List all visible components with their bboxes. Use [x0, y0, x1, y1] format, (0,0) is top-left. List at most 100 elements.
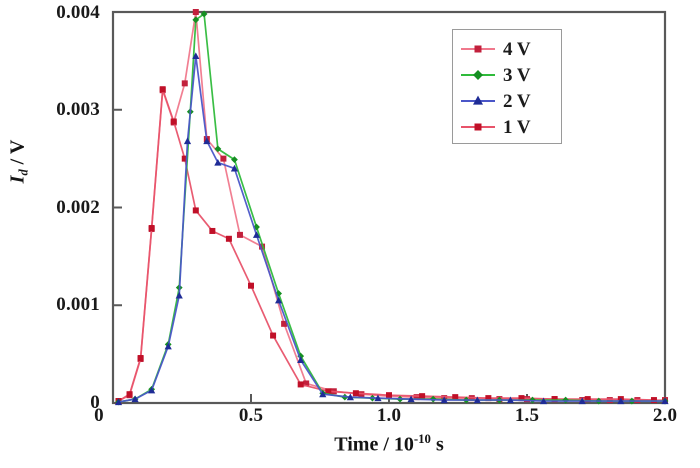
data-point-marker	[148, 225, 155, 232]
data-point-marker	[192, 207, 199, 214]
legend-marker-2v	[461, 94, 495, 108]
xtick-label-4: 2.0	[652, 405, 678, 426]
data-point-marker	[440, 396, 448, 404]
data-point-marker	[248, 282, 254, 289]
data-point-marker	[346, 393, 354, 401]
data-point-marker	[374, 394, 382, 402]
data-point-marker	[270, 332, 277, 339]
series-4v	[115, 9, 668, 405]
legend-item-4v[interactable]: 4 V	[453, 36, 561, 62]
data-point-marker	[170, 118, 177, 125]
legend-label-1v: 1 V	[503, 116, 531, 138]
data-point-marker	[252, 231, 261, 238]
legend-point-marker	[474, 45, 482, 53]
y-axis-title-subscript: d	[16, 169, 31, 176]
data-point-marker	[325, 388, 332, 395]
data-point-marker	[539, 397, 548, 405]
data-point-marker	[203, 137, 211, 145]
data-point-marker	[192, 9, 199, 15]
data-point-marker	[578, 397, 586, 405]
data-point-marker	[137, 355, 144, 362]
data-point-marker	[419, 393, 426, 400]
data-point-marker	[181, 80, 188, 87]
legend-label-2v: 2 V	[503, 90, 531, 112]
legend-item-2v[interactable]: 2 V	[453, 88, 561, 114]
data-point-marker	[473, 396, 481, 404]
data-point-marker	[209, 227, 216, 234]
data-point-marker	[275, 296, 283, 304]
data-point-marker	[159, 86, 166, 93]
series-2v	[114, 52, 669, 406]
data-point-marker	[192, 16, 200, 24]
data-point-marker	[413, 394, 420, 401]
data-point-marker	[126, 391, 133, 398]
data-point-marker	[452, 394, 459, 401]
data-point-marker	[352, 390, 359, 397]
x-axis-title-exponent: -10	[413, 432, 431, 446]
data-point-marker	[551, 396, 558, 403]
data-point-marker	[386, 392, 392, 399]
x-axis-title-base: Time / 10	[334, 433, 414, 456]
data-point-marker	[485, 395, 492, 402]
y-axis-title-symbol: I	[6, 175, 29, 184]
data-point-marker	[200, 10, 208, 18]
data-point-marker	[650, 397, 657, 404]
xtick-label-2: 1.0	[376, 405, 402, 426]
series-line	[117, 11, 666, 402]
data-point-marker	[259, 243, 266, 250]
series-line	[117, 55, 666, 403]
legend-item-3v[interactable]: 3 V	[453, 62, 561, 88]
data-point-marker	[225, 235, 232, 242]
data-point-marker	[617, 397, 625, 405]
data-point-marker	[192, 52, 200, 60]
data-point-marker	[175, 291, 183, 299]
data-point-marker	[236, 231, 243, 238]
ytick-label-4: 0.004	[56, 2, 100, 23]
data-point-marker	[281, 320, 288, 327]
legend-box: 4 V 3 V 2 V 1 V	[452, 29, 562, 144]
data-point-marker	[319, 390, 327, 398]
ytick-label-1: 0.001	[56, 294, 100, 315]
legend-label-3v: 3 V	[503, 64, 531, 86]
legend-item-1v[interactable]: 1 V	[453, 114, 561, 140]
data-point-marker	[131, 395, 139, 403]
series-1v	[115, 86, 657, 405]
data-point-marker	[230, 164, 239, 172]
legend-label-4v: 4 V	[503, 38, 531, 60]
data-point-marker	[606, 397, 613, 404]
legend-marker-1v	[461, 120, 495, 134]
data-point-marker	[214, 158, 222, 166]
ytick-label-0: 0	[90, 392, 100, 413]
xtick-label-3: 1.5	[514, 405, 540, 426]
data-point-marker	[148, 386, 156, 394]
xtick-label-0: 0	[94, 405, 104, 426]
data-point-marker	[164, 342, 172, 350]
data-point-marker	[183, 137, 192, 145]
data-point-marker	[584, 396, 591, 403]
ytick-label-2: 0.002	[56, 197, 100, 218]
data-point-marker	[297, 356, 305, 364]
legend-point-marker	[473, 70, 483, 80]
x-axis-title-unit: s	[430, 433, 444, 456]
data-point-marker	[114, 398, 123, 406]
data-point-marker	[181, 155, 188, 162]
data-point-marker	[231, 156, 238, 163]
legend-point-marker	[473, 95, 483, 105]
y-axis-title: Id / V	[6, 102, 31, 222]
data-point-marker	[407, 395, 415, 403]
ytick-label-3: 0.003	[56, 99, 100, 120]
data-point-marker	[518, 395, 525, 402]
legend-marker-3v	[461, 68, 495, 82]
data-point-marker	[297, 381, 304, 388]
data-point-marker	[303, 380, 310, 387]
legend-marker-4v	[461, 42, 495, 56]
data-point-marker	[220, 155, 227, 162]
xtick-label-1: 0.5	[238, 405, 264, 426]
data-point-marker	[506, 396, 515, 404]
y-axis-title-unit: / V	[6, 139, 29, 170]
data-point-marker	[214, 145, 222, 153]
legend-point-marker	[474, 123, 482, 131]
series-line	[117, 88, 655, 402]
